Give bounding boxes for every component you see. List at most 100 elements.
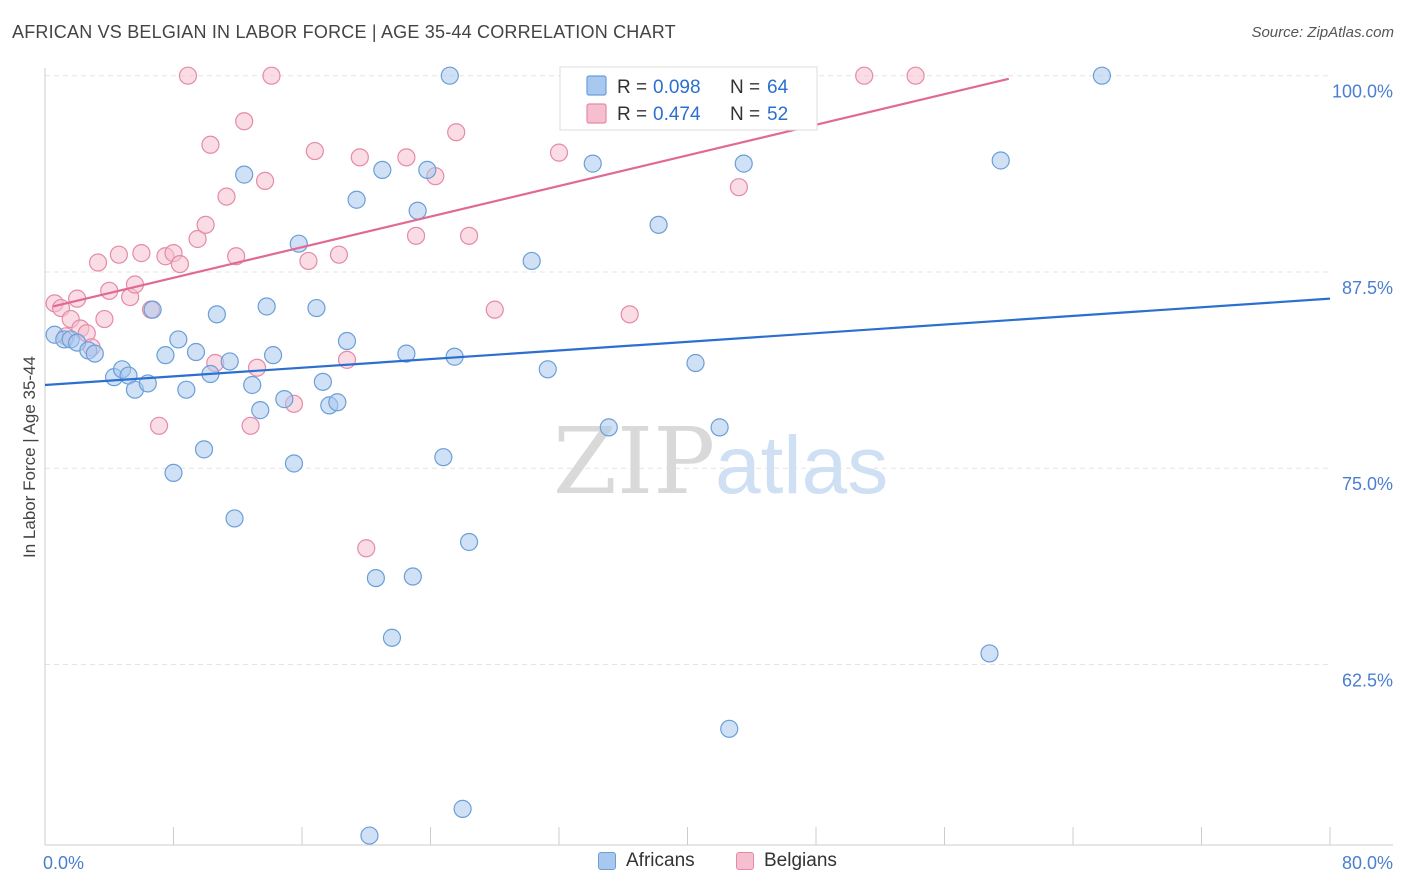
data-point-africans <box>156 346 175 365</box>
legend-r-label: R = <box>617 77 647 98</box>
y-axis-label: In Labor Force | Age 35-44 <box>20 356 39 558</box>
data-point-africans <box>686 353 705 373</box>
legend-top: R = 0.098 N = 64 R = 0.474 N = 52 <box>559 66 818 131</box>
y-tick-label: 87.5% <box>1342 278 1393 298</box>
legend-item-africans[interactable]: Africans <box>598 850 695 872</box>
data-point-africans <box>169 330 188 349</box>
data-point-africans <box>243 375 262 395</box>
data-point-africans <box>307 298 326 318</box>
watermark-zip: ZIP <box>553 408 715 515</box>
trend-lines <box>44 77 1331 387</box>
trend-line-belgians <box>52 77 1010 308</box>
data-point-africans <box>275 390 294 409</box>
data-point-belgians <box>217 187 236 206</box>
data-point-belgians <box>188 229 207 249</box>
data-point-africans <box>440 66 459 85</box>
x-tick-label: 80.0% <box>1342 853 1393 873</box>
legend-swatch-belgians <box>736 852 754 870</box>
axes <box>44 68 1393 846</box>
data-point-belgians <box>406 226 426 245</box>
data-point-africans <box>734 154 753 173</box>
legend-r-label: R = <box>617 104 647 125</box>
data-point-africans <box>397 344 416 363</box>
y-tick-labels: 62.5% 75.0% 87.5% 100.0% <box>1332 82 1393 691</box>
legend-r-value: 0.474 <box>653 104 701 125</box>
data-point-africans <box>347 190 366 209</box>
x-tick-labels: 0.0% 80.0% <box>43 853 1393 873</box>
data-point-belgians <box>549 143 569 162</box>
trend-line-africans <box>44 297 1331 387</box>
data-point-africans <box>263 346 283 365</box>
source-credit: Source: ZipAtlas.com <box>1251 24 1394 41</box>
chart-title: AFRICAN VS BELGIAN IN LABOR FORCE | AGE … <box>12 22 676 42</box>
data-point-belgians <box>95 309 114 329</box>
data-point-africans <box>583 154 602 173</box>
legend-label-africans: Africans <box>626 850 695 871</box>
data-point-belgians <box>235 112 254 131</box>
data-point-africans <box>453 799 472 818</box>
data-point-belgians <box>329 245 349 264</box>
data-point-africans <box>522 251 541 271</box>
data-point-africans <box>251 401 270 420</box>
data-point-belgians <box>447 123 466 142</box>
data-point-belgians <box>132 244 151 263</box>
data-point-africans <box>1092 66 1112 85</box>
data-point-africans <box>720 719 739 738</box>
data-point-belgians <box>397 148 416 167</box>
legend-n-value: 64 <box>767 77 789 98</box>
data-point-africans <box>164 463 183 483</box>
legend-n-label: N = <box>730 77 760 98</box>
data-point-africans <box>980 644 999 663</box>
data-point-africans <box>373 160 392 179</box>
gridlines <box>45 75 1330 665</box>
data-point-belgians <box>170 255 190 274</box>
data-point-africans <box>599 418 618 437</box>
y-tick-label: 100.0% <box>1332 82 1393 102</box>
data-point-africans <box>360 826 379 845</box>
data-point-belgians <box>201 135 220 154</box>
data-point-africans <box>418 160 437 179</box>
x-tick-label: 0.0% <box>43 853 84 873</box>
data-point-belgians <box>149 416 169 435</box>
data-point-belgians <box>178 66 198 85</box>
data-point-belgians <box>299 251 318 271</box>
y-tick-label: 75.0% <box>1342 474 1393 494</box>
data-point-belgians <box>241 416 260 435</box>
data-point-belgians <box>305 141 324 161</box>
data-point-belgians <box>620 305 639 324</box>
data-point-africans <box>225 509 244 528</box>
data-point-africans <box>235 165 254 184</box>
legend-item-belgians[interactable]: Belgians <box>736 850 837 872</box>
data-point-africans <box>207 305 226 324</box>
data-point-africans <box>366 568 385 588</box>
legend-r-value: 0.098 <box>653 77 701 98</box>
legend-swatch-africans <box>598 852 616 870</box>
watermark-atlas: atlas <box>715 420 888 511</box>
data-point-belgians <box>227 247 246 266</box>
legend-bottom: Africans Belgians <box>0 850 1406 880</box>
data-point-africans <box>710 418 729 437</box>
data-point-africans <box>991 151 1010 170</box>
legend-n-value: 52 <box>767 104 788 125</box>
data-point-belgians <box>485 300 504 319</box>
data-point-belgians <box>255 171 275 190</box>
data-point-africans <box>85 344 104 363</box>
data-point-africans <box>328 393 347 412</box>
data-point-africans <box>177 380 196 399</box>
data-point-belgians <box>109 245 128 264</box>
data-point-belgians <box>262 66 281 85</box>
data-point-africans <box>220 352 239 371</box>
data-point-belgians <box>196 215 215 234</box>
data-point-africans <box>143 300 162 319</box>
legend-swatch-belgians <box>586 103 607 124</box>
data-point-africans <box>538 360 557 379</box>
data-point-belgians <box>906 66 925 85</box>
data-point-belgians <box>357 539 376 558</box>
legend-label-belgians: Belgians <box>764 850 837 871</box>
data-point-belgians <box>855 66 874 85</box>
data-point-africans <box>649 215 668 234</box>
data-point-belgians <box>88 253 108 272</box>
data-points <box>45 66 1112 845</box>
data-point-africans <box>337 331 357 351</box>
